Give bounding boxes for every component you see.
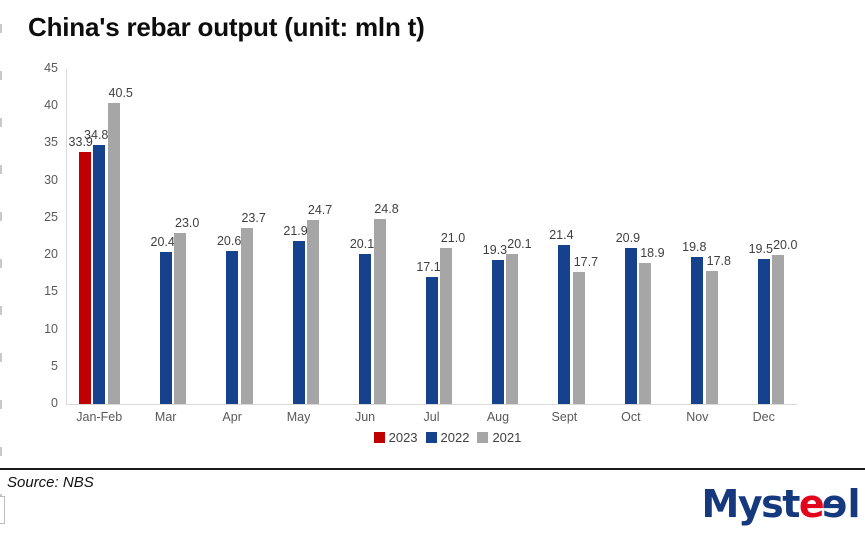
bar-value-label: 23.0 (175, 215, 200, 230)
x-axis-label: Apr (222, 410, 242, 424)
bar-value-label: 20.1 (507, 237, 532, 252)
bar-value-label: 24.8 (374, 202, 399, 217)
y-axis-tick-label: 25 (44, 209, 58, 224)
bar-2021 (174, 232, 187, 404)
logo-part: e (798, 482, 825, 526)
bar-2022 (93, 144, 106, 404)
bar-value-label: 21.9 (283, 223, 308, 238)
legend-item-2021: 2021 (477, 430, 521, 445)
bar-2021 (440, 247, 452, 404)
bar-2021 (307, 220, 320, 404)
legend-label: 2021 (492, 430, 522, 445)
y-axis-tick-label: 30 (44, 172, 58, 187)
bar-2023 (78, 151, 91, 404)
bar-value-label: 17.8 (706, 254, 731, 269)
x-axis-label: Oct (621, 410, 641, 424)
bar-2021 (772, 255, 785, 404)
bar-2021 (506, 254, 519, 404)
bar-value-label: 18.9 (640, 246, 665, 261)
bar-2022 (359, 254, 372, 404)
bar-2021 (572, 272, 585, 404)
bar-value-label: 17.7 (573, 255, 599, 270)
legend-item-2023: 2023 (373, 430, 418, 445)
bar-value-label: 20.9 (615, 231, 641, 246)
x-axis-label: Jul (423, 410, 440, 424)
y-axis-tick-label: 45 (44, 61, 58, 75)
bar-2022 (624, 248, 637, 404)
bar-value-label: 20.6 (216, 233, 242, 248)
bar-2021 (639, 263, 652, 404)
bar-2022 (757, 258, 770, 404)
bar-value-label: 19.3 (482, 243, 508, 258)
bar-value-label: 20.4 (150, 235, 175, 250)
y-axis-line (66, 69, 67, 405)
x-axis-label: Sept (551, 410, 578, 424)
x-axis-label: Jan-Feb (76, 410, 123, 424)
legend-label: 2022 (440, 430, 470, 445)
cell-border-artifact (0, 496, 5, 524)
bar-value-label: 17.1 (416, 259, 441, 274)
bar-value-label: 23.7 (241, 210, 266, 225)
mysteel-logo: Mysteel (701, 482, 861, 528)
bar-2021 (240, 227, 253, 404)
bar-2022 (159, 252, 172, 404)
legend-swatch (477, 432, 489, 443)
bar-2022 (691, 256, 704, 404)
y-axis-tick-label: 10 (44, 321, 58, 336)
bar-2022 (226, 250, 239, 404)
bar-value-label: 19.5 (748, 241, 773, 256)
y-axis-tick-label: 15 (44, 284, 58, 299)
y-axis-tick-label: 35 (44, 135, 58, 150)
x-axis-label: Mar (154, 410, 177, 424)
legend-swatch (373, 432, 385, 443)
x-axis-label: May (286, 410, 311, 424)
bar-value-label: 20.1 (349, 237, 375, 252)
bar-value-label: 19.8 (682, 239, 707, 254)
footer-divider-line (0, 468, 865, 470)
screen-edge-artifact (0, 24, 2, 524)
chart-legend: 2023 2022 2021 (82, 430, 813, 445)
bar-value-label: 20.0 (773, 238, 798, 253)
x-axis-line (66, 404, 797, 405)
y-axis-tick-label: 0 (51, 396, 58, 410)
legend-swatch (425, 432, 437, 443)
bar-2022 (558, 244, 571, 404)
legend-item-2022: 2022 (425, 430, 470, 445)
x-axis-label: Dec (752, 410, 775, 424)
bar-value-label: 24.7 (307, 203, 333, 218)
bar-2022 (491, 260, 504, 404)
y-axis-tick-label: 40 (44, 98, 58, 113)
bar-value-label: 40.5 (108, 85, 133, 100)
bar-2021 (373, 219, 386, 404)
bar-value-label: 21.4 (549, 227, 574, 242)
bar-value-label: 21.0 (440, 230, 466, 245)
logo-part: e (823, 482, 848, 526)
x-axis-label: Nov (686, 410, 709, 424)
legend-label: 2023 (388, 430, 418, 445)
x-axis-label: Jun (354, 410, 376, 424)
bar-2021 (107, 102, 120, 404)
bar-value-label: 33.9 (68, 134, 93, 149)
x-axis-label: Aug (486, 410, 510, 424)
logo-part: l (847, 482, 860, 526)
logo-part: Myst (701, 482, 801, 526)
bar-2022 (425, 276, 438, 404)
bar-value-label: 34.8 (84, 127, 109, 142)
y-axis-tick-label: 5 (51, 358, 58, 373)
bar-2021 (705, 271, 718, 404)
y-axis-tick-label: 20 (44, 247, 58, 262)
chart-title: China's rebar output (unit: mln t) (28, 12, 425, 42)
source-text: Source: NBS (7, 474, 94, 491)
bar-2022 (292, 240, 305, 404)
